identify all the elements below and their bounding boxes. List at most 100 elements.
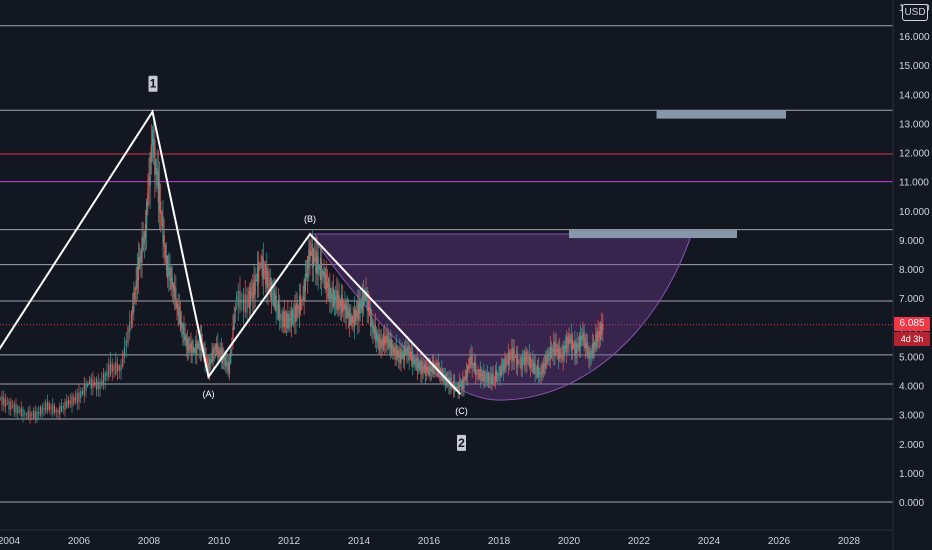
price-candle <box>538 366 540 378</box>
price-candle <box>556 349 558 353</box>
price-candle <box>422 366 424 371</box>
price-axis[interactable]: 17.00016.00015.00014.00013.00012.00011.0… <box>899 3 930 509</box>
price-candle <box>597 331 599 342</box>
price-candle <box>288 314 290 329</box>
price-candle <box>137 257 140 281</box>
price-candle <box>150 144 152 163</box>
price-candle <box>564 345 567 350</box>
price-candle <box>510 356 512 358</box>
price-tick-label: 7.000 <box>899 294 924 305</box>
price-candle <box>598 330 600 338</box>
price-candle <box>414 359 416 365</box>
price-candle <box>192 346 194 353</box>
time-tick-label: 2020 <box>558 536 581 547</box>
price-candle <box>90 377 92 389</box>
price-candle <box>256 266 259 286</box>
price-candle <box>550 346 553 358</box>
last-price-badge: 6.085 <box>894 317 930 331</box>
price-tick-label: 16.000 <box>899 32 930 43</box>
price-candle <box>132 305 134 315</box>
price-candle <box>560 353 562 357</box>
price-tick-label: 0.000 <box>899 498 924 509</box>
price-candle <box>178 306 180 325</box>
price-tick-label: 15.000 <box>899 61 930 72</box>
price-candle <box>382 333 385 350</box>
price-candle <box>302 296 304 300</box>
price-candle <box>500 364 502 376</box>
price-candle <box>469 358 471 369</box>
price-candle <box>141 237 143 263</box>
price-candle <box>407 346 409 355</box>
price-candle <box>293 314 295 317</box>
price-candle <box>296 302 298 318</box>
price-candle <box>248 290 250 308</box>
price-candle <box>181 322 183 329</box>
price-candle <box>151 129 154 147</box>
price-candle <box>391 338 393 355</box>
wave-lines <box>0 109 462 395</box>
price-candle <box>360 301 362 309</box>
price-candle <box>129 321 131 332</box>
price-candle <box>259 266 261 269</box>
price-candle <box>329 284 331 300</box>
price-candle <box>587 342 589 358</box>
price-candle <box>305 273 308 277</box>
price-candle <box>549 346 551 361</box>
price-candle <box>573 344 575 349</box>
time-axis[interactable]: 2004 2006 2008 2010 2012 2014 2016 2018 2020 2022… <box>0 536 861 547</box>
price-candle <box>501 367 504 369</box>
price-candle <box>258 261 260 283</box>
price-candle <box>191 341 193 357</box>
price-candle <box>45 402 47 412</box>
price-candle <box>584 337 586 349</box>
price-candle <box>211 352 213 364</box>
time-tick-label: 2012 <box>278 536 301 547</box>
price-candle <box>224 354 226 366</box>
price-candle <box>244 293 246 313</box>
price-candle <box>83 384 85 396</box>
price-candle <box>184 333 186 340</box>
elliott-wave-line <box>0 109 462 395</box>
price-candle <box>427 366 429 375</box>
price-candle <box>368 307 371 316</box>
price-candle <box>504 357 506 371</box>
price-candle <box>220 347 222 362</box>
price-candle <box>261 255 263 277</box>
price-candle <box>464 377 466 380</box>
price-candle <box>359 301 361 314</box>
price-candle <box>270 281 273 300</box>
price-tick-label: 4.000 <box>899 382 924 393</box>
price-candle <box>599 323 602 341</box>
price-candle <box>532 359 534 373</box>
price-candle <box>385 336 387 344</box>
price-candle <box>154 140 156 175</box>
price-candle <box>374 324 376 342</box>
price-candle <box>561 354 563 359</box>
price-candle <box>183 324 185 342</box>
price-candle <box>307 256 309 278</box>
price-candle <box>171 277 173 288</box>
price-candle <box>356 310 358 317</box>
price-candle <box>130 313 133 324</box>
price-candle <box>577 343 579 348</box>
price-candle <box>104 372 106 381</box>
price-candle <box>416 357 418 371</box>
price-candle <box>225 355 227 369</box>
price-candle <box>190 342 192 353</box>
price-candle <box>424 362 427 377</box>
currency-button[interactable]: USD <box>902 4 928 21</box>
price-candle <box>520 357 522 370</box>
price-candle <box>475 362 477 376</box>
price-candle <box>409 351 411 358</box>
price-candle <box>247 300 249 303</box>
price-candle <box>406 347 408 356</box>
price-candle <box>321 262 323 280</box>
price-candle <box>252 283 254 301</box>
price-candle <box>426 367 428 373</box>
price-candle <box>284 319 287 321</box>
price-candle <box>412 351 414 366</box>
price-candle <box>400 349 402 364</box>
price-candle <box>319 257 322 281</box>
price-candle <box>594 342 596 348</box>
